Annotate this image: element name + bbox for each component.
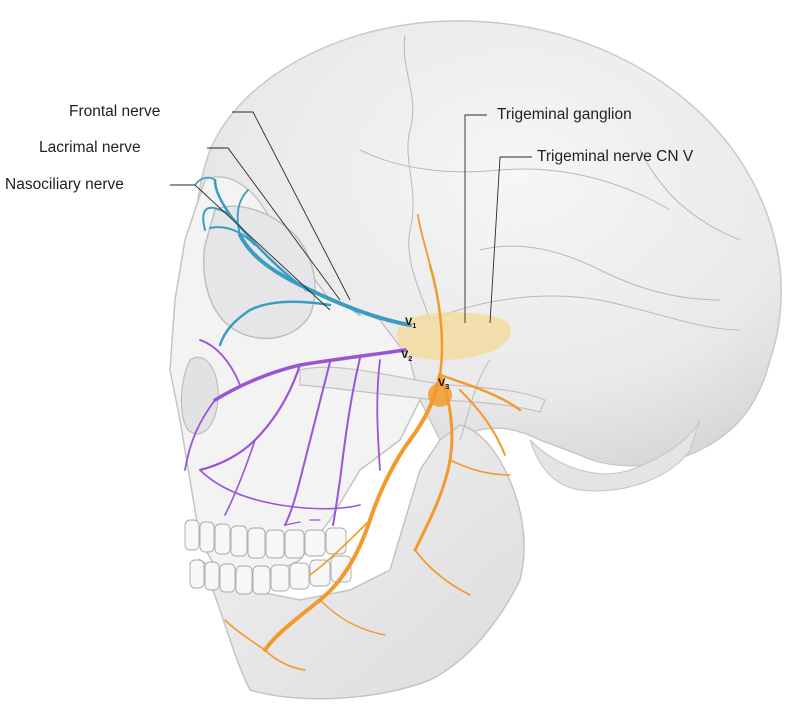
leader-lines (170, 111, 532, 324)
nasociliary-nerve-label: Nasociliary nerve (5, 176, 124, 193)
skull-sutures (359, 34, 741, 441)
v3-branch-label: V3 (438, 377, 450, 392)
v2-branch-label: V2 (401, 349, 413, 364)
v1-branch-label: V1 (405, 316, 417, 331)
zygomatic-arch (299, 366, 546, 413)
frontal-nerve-label: Frontal nerve (69, 103, 161, 120)
maxillary-nerve-v2 (184, 339, 407, 526)
orbit (203, 205, 316, 340)
trigeminal-nerve-cn-v-label: Trigeminal nerve CN V (537, 148, 694, 165)
ophthalmic-nerve-v1 (194, 176, 412, 347)
lacrimal-nerve-label: Lacrimal nerve (39, 139, 141, 156)
mandibular-nerve-v3 (224, 214, 522, 671)
foramen-ovale (428, 383, 452, 407)
nasal-aperture (180, 356, 219, 435)
trigeminal-ganglion-label: Trigeminal ganglion (497, 106, 632, 123)
trigeminal-ganglion (396, 312, 511, 360)
mastoid (529, 419, 701, 492)
